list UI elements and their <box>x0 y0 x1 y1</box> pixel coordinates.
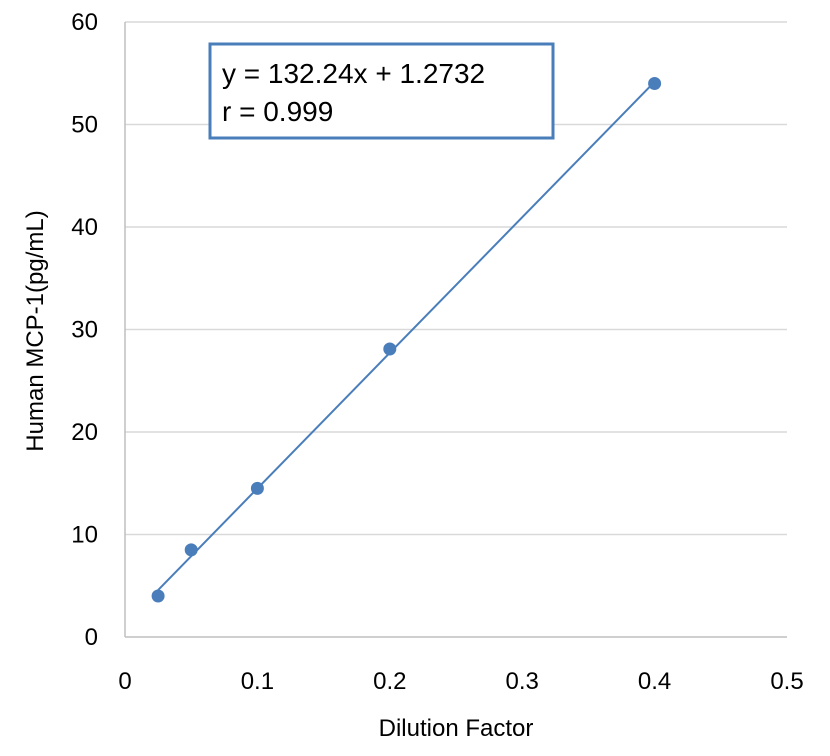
x-tick-label: 0.3 <box>506 668 539 695</box>
x-tick-label: 0.2 <box>373 668 406 695</box>
annotation-border <box>208 42 555 140</box>
trendline <box>157 81 656 591</box>
x-axis-ticks: 0 0.1 0.2 0.3 0.4 0.5 <box>118 668 803 695</box>
data-points <box>151 77 662 603</box>
data-point <box>648 77 662 90</box>
data-point <box>151 589 165 603</box>
axes <box>124 22 787 638</box>
x-tick-label: 0 <box>118 668 131 695</box>
y-tick-label: 10 <box>71 522 98 549</box>
y-tick-label: 0 <box>85 624 98 651</box>
equation-annotation: y = 132.24x + 1.2732 r = 0.999 <box>208 42 555 140</box>
data-point <box>383 342 397 356</box>
data-point <box>250 481 264 495</box>
y-tick-label: 60 <box>71 9 98 36</box>
y-axis-ticks: 0 10 20 30 40 50 60 <box>71 9 98 651</box>
correlation-text: r = 0.999 <box>222 96 333 127</box>
equation-text: y = 132.24x + 1.2732 <box>222 58 485 89</box>
x-axis-title: Dilution Factor <box>379 715 534 742</box>
y-tick-label: 40 <box>71 214 98 241</box>
trendline-group <box>157 81 656 591</box>
x-tick-label: 0.4 <box>638 668 671 695</box>
y-axis-title: Human MCP-1(pg/mL) <box>22 210 49 451</box>
x-tick-label: 0.5 <box>770 668 803 695</box>
data-point <box>184 543 198 557</box>
y-tick-label: 50 <box>71 112 98 139</box>
x-tick-label: 0.1 <box>241 668 274 695</box>
y-tick-label: 20 <box>71 419 98 446</box>
y-tick-label: 30 <box>71 317 98 344</box>
